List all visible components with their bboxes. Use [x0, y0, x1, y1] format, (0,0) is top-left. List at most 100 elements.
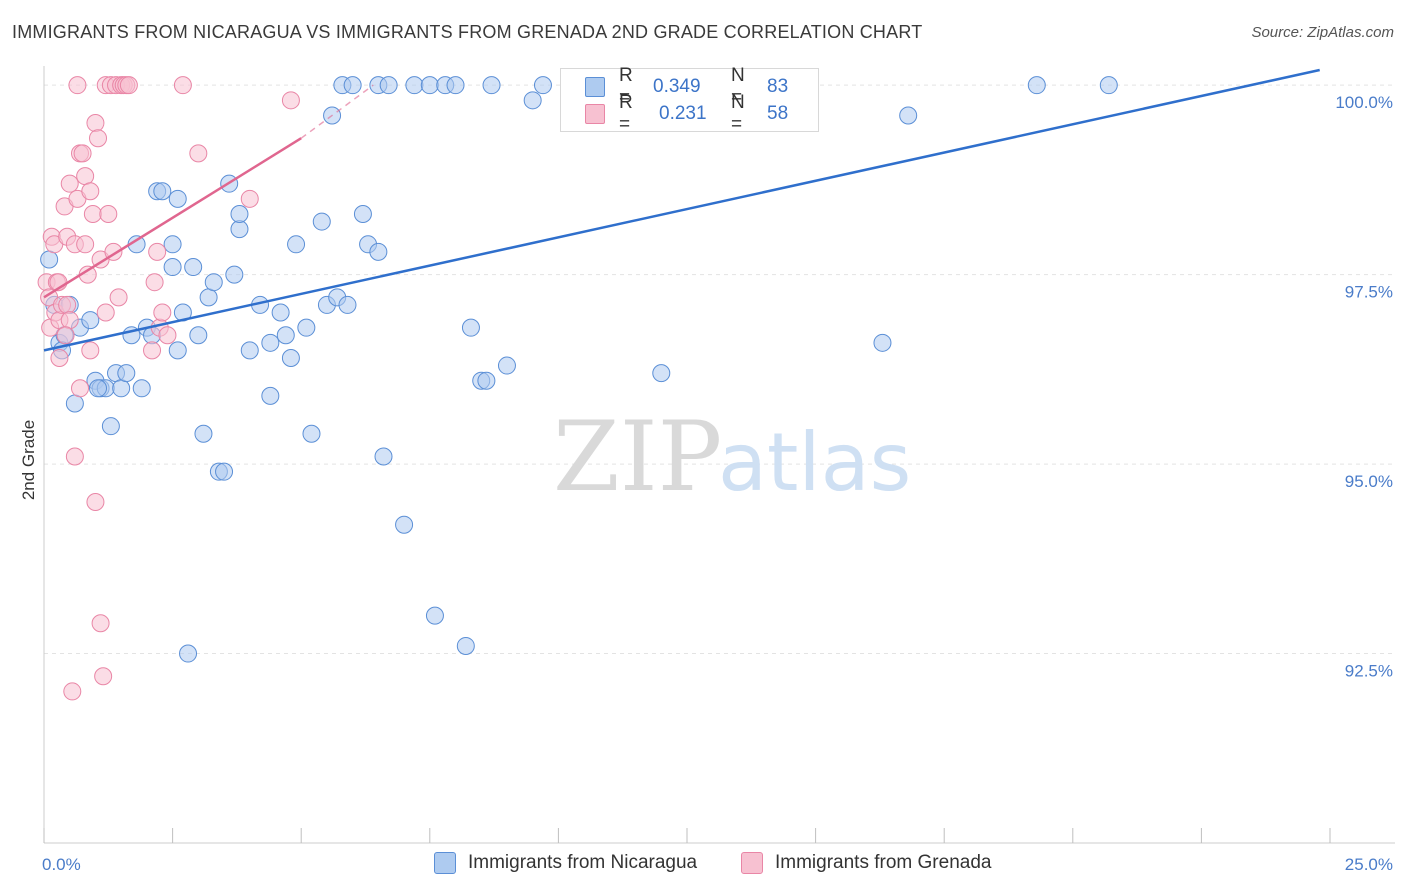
nicaragua-point [1099, 76, 1118, 95]
nicaragua-point [101, 417, 120, 436]
nicaragua-point [899, 106, 918, 125]
nicaragua-point [261, 333, 280, 352]
grenada-point [173, 76, 192, 95]
chart-title: IMMIGRANTS FROM NICARAGUA VS IMMIGRANTS … [12, 22, 923, 42]
grenada-point [145, 273, 164, 292]
grenada-point [73, 144, 92, 163]
nicaragua-point [302, 424, 321, 443]
nicaragua-point [276, 326, 295, 345]
grenada-point [94, 667, 113, 686]
grenada-point [50, 348, 69, 367]
grenada-point [148, 242, 167, 261]
nicaragua-trend-line [43, 68, 1320, 352]
nicaragua-point [163, 258, 182, 277]
grenada-point [99, 204, 118, 223]
nicaragua-point [261, 386, 280, 405]
grenada-point [119, 76, 138, 95]
nicaragua-point [477, 371, 496, 390]
grenada-trend-line-dashed [300, 84, 374, 139]
bottom-legend-swatch-pink [741, 852, 763, 874]
watermark: ZIP atlas [553, 401, 911, 513]
nicaragua-point [40, 250, 59, 269]
x-tick-labels: 0.0% 25.0% [42, 855, 1393, 874]
nicaragua-point [395, 515, 414, 534]
nicaragua-point [420, 76, 439, 95]
nicaragua-point [189, 326, 208, 345]
trend-lines [43, 68, 1320, 352]
nicaragua-point [89, 379, 108, 398]
nicaragua-point [405, 76, 424, 95]
y-axis-label: 2nd Grade [19, 420, 38, 500]
nicaragua-point [338, 295, 357, 314]
nicaragua-point [117, 364, 136, 383]
nicaragua-point [204, 273, 223, 292]
legend-r-label: R = [619, 65, 633, 108]
grenada-point [86, 492, 105, 511]
nicaragua-point [168, 341, 187, 360]
grenada-point [76, 167, 95, 186]
nicaragua-point [199, 288, 218, 307]
legend-n-value: 83 [767, 76, 789, 97]
grid-lines [44, 84, 1395, 655]
nicaragua-point [523, 91, 542, 110]
grenada-point [109, 288, 128, 307]
nicaragua-point [168, 189, 187, 208]
nicaragua-point [353, 204, 372, 223]
axes [43, 66, 1395, 844]
nicaragua-point [379, 76, 398, 95]
bottom-legend-label: Immigrants from Grenada [775, 852, 992, 873]
legend-r-value: 0.349 [653, 76, 701, 97]
nicaragua-point [132, 379, 151, 398]
y-tick-label: 97.5% [1345, 283, 1393, 302]
nicaragua-point [163, 235, 182, 254]
bottom-legend-swatch-blue [434, 852, 456, 874]
nicaragua-point [446, 76, 465, 95]
bottom-legend-nicaragua: Immigrants from Nicaragua [434, 852, 697, 874]
nicaragua-point [369, 242, 388, 261]
nicaragua-point [184, 258, 203, 277]
grenada-point [56, 326, 75, 345]
series-nicaragua-points [40, 76, 1118, 663]
grenada-point [68, 76, 87, 95]
nicaragua-point [271, 303, 290, 322]
nicaragua-point [240, 341, 259, 360]
grenada-point [189, 144, 208, 163]
source-label: Source: ZipAtlas.com [1251, 24, 1394, 41]
legend-n-label: N = [731, 65, 745, 108]
grenada-point [96, 303, 115, 322]
x-tick-label: 0.0% [42, 855, 81, 874]
grenada-point [89, 129, 108, 148]
grenada-point [71, 379, 90, 398]
bottom-legend-label: Immigrants from Nicaragua [468, 852, 698, 873]
grenada-point [65, 447, 84, 466]
watermark-zip: ZIP [553, 401, 722, 513]
grenada-point [91, 614, 110, 633]
grenada-point [81, 341, 100, 360]
watermark-atlas: atlas [718, 416, 911, 509]
grenada-point [60, 311, 79, 330]
grenada-point [240, 189, 259, 208]
grenada-point [58, 295, 77, 314]
nicaragua-point [343, 76, 362, 95]
nicaragua-point [425, 606, 444, 625]
legend-n-value: 58 [767, 103, 789, 124]
grenada-point [158, 326, 177, 345]
nicaragua-point [153, 182, 172, 201]
legend-swatch-blue [585, 77, 605, 97]
grenada-trend-line [43, 137, 302, 299]
nicaragua-point [312, 212, 331, 231]
grenada-point [81, 182, 100, 201]
grenada-point [143, 341, 162, 360]
legend-swatch-pink [585, 104, 605, 124]
nicaragua-point [533, 76, 552, 95]
nicaragua-point [456, 636, 475, 655]
nicaragua-point [1027, 76, 1046, 95]
grenada-point [153, 303, 172, 322]
series-grenada-points [37, 76, 300, 701]
bottom-legend-grenada: Immigrants from Grenada [741, 852, 991, 874]
nicaragua-point [873, 333, 892, 352]
legend-r-value: 0.231 [659, 103, 707, 124]
nicaragua-point [230, 220, 249, 239]
grenada-point [83, 204, 102, 223]
